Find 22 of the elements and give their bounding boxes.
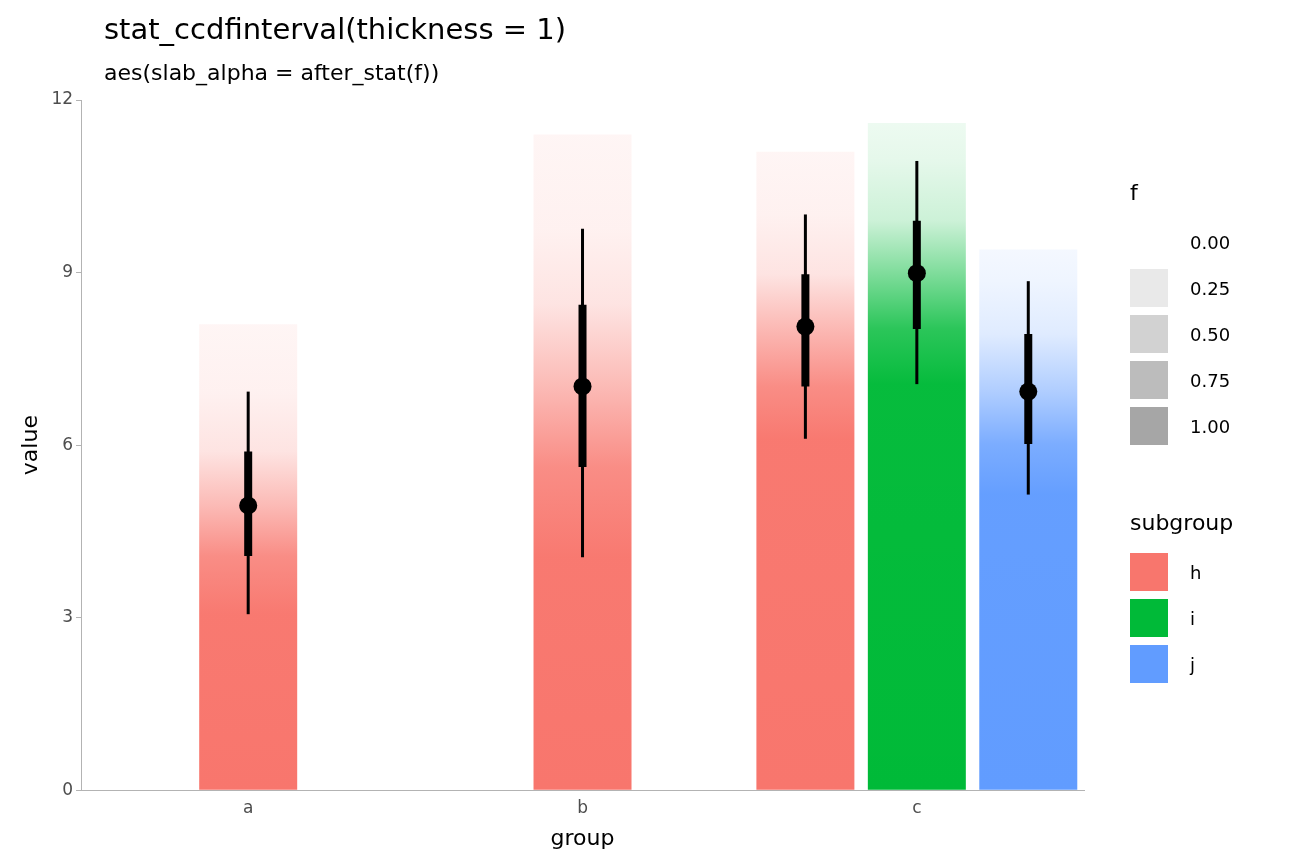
y-tick-label: 12 <box>51 88 74 109</box>
y-axis-title: value <box>16 415 42 476</box>
legend-label: j <box>1190 653 1196 675</box>
x-axis-title: group <box>550 824 615 850</box>
y-tick-label: 9 <box>62 260 74 281</box>
y-tick-label: 0 <box>62 778 74 799</box>
color-bar-label: 0.00 <box>1190 231 1231 253</box>
legend-title: subgroup <box>1130 510 1234 535</box>
color-bar-label: 0.50 <box>1190 323 1231 345</box>
x-tick-label: a <box>242 796 254 817</box>
chart-subtitle: aes(slab_alpha = after_stat(f)) <box>104 60 440 85</box>
color-bar-label: 1.00 <box>1190 415 1231 437</box>
legend-label: i <box>1190 607 1196 629</box>
color-bar-label: 0.75 <box>1190 369 1231 391</box>
legend-label: h <box>1190 561 1202 583</box>
color-bar-label: 0.25 <box>1190 277 1231 299</box>
chart-title: stat_ccdfinterval(thickness = 1) <box>104 12 566 46</box>
color-bar-title: f <box>1130 180 1140 205</box>
x-tick-label: b <box>577 796 588 817</box>
y-tick-label: 3 <box>62 606 74 627</box>
x-tick-label: c <box>912 796 922 817</box>
y-tick-label: 6 <box>62 433 74 454</box>
